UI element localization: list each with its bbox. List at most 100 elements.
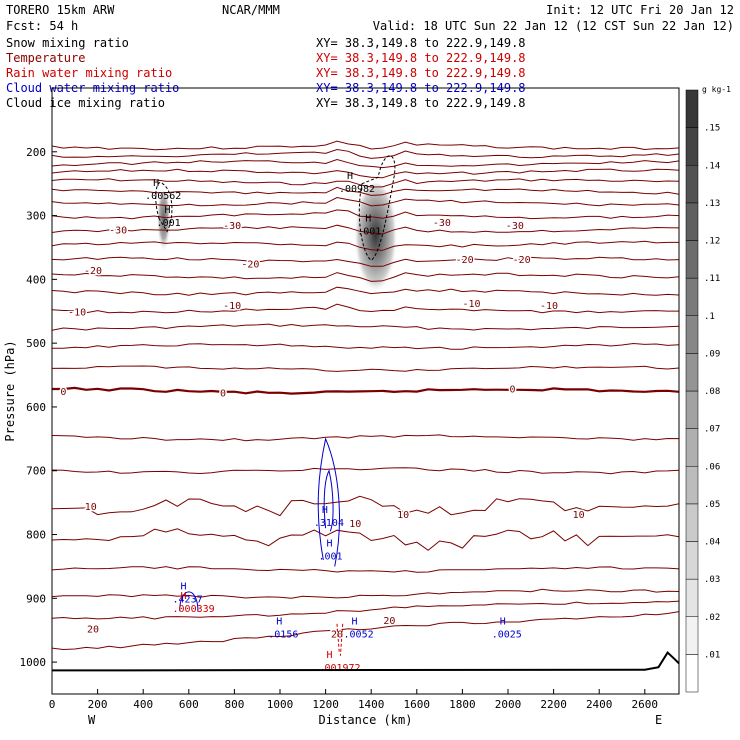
init-time: Init: 12 UTC Fri 20 Jan 12	[546, 3, 734, 17]
x-tick-label: 1000	[267, 698, 294, 711]
field-label-cloud-ice: Cloud ice mixing ratio	[6, 96, 165, 110]
cloud-contours	[155, 155, 396, 656]
terrain-line	[51, 650, 680, 672]
colorbar-tick-label: .14	[704, 161, 720, 171]
plot-frame	[51, 87, 680, 695]
colorbar-cell	[685, 390, 699, 429]
maximum-marker: H	[181, 581, 187, 592]
maximum-value: .0156	[268, 629, 298, 640]
isotherm-line	[52, 323, 679, 331]
isotherm-label: -20	[513, 255, 531, 266]
field-list: Snow mixing ratio XY= 38.3,149.8 to 222.…	[6, 36, 526, 110]
colorbar-tick-label: .04	[704, 538, 720, 548]
maximum-marker: H	[165, 205, 171, 216]
colorbar-unit: g kg-1	[702, 85, 731, 94]
x-tick-label: 600	[179, 698, 199, 711]
y-tick-label: 300	[26, 210, 46, 223]
isotherm-label: 20	[383, 616, 395, 627]
isotherm-line	[52, 303, 679, 314]
isotherm-line	[52, 196, 679, 207]
cloud-water-contour-inner	[323, 469, 334, 532]
x-tick-label: 1600	[404, 698, 431, 711]
isotherm-label: 0	[60, 387, 66, 398]
isotherm-label: 10	[397, 510, 409, 521]
colorbar-cell	[685, 165, 699, 204]
y-tick-label: 500	[26, 337, 46, 350]
valid-time: Valid: 18 UTC Sun 22 Jan 12 (12 CST Sun …	[373, 19, 734, 33]
maximum-value: .00982	[339, 184, 375, 195]
y-tick-label: 600	[26, 401, 46, 414]
isotherm-line	[52, 588, 679, 599]
model-title: TORERO 15km ARW	[6, 3, 115, 17]
isotherm-line	[52, 140, 679, 151]
maximum-marker: H	[326, 539, 332, 550]
isotherm-label: -20	[456, 255, 474, 266]
x-tick-label: 2600	[632, 698, 659, 711]
isotherm-label: 10	[349, 519, 361, 530]
x-tick-label: 800	[224, 698, 244, 711]
maximum-value: .4237	[173, 594, 203, 605]
x-tick-label: 0	[49, 698, 56, 711]
colorbar-tick-label: .07	[704, 425, 720, 435]
isotherm-label: -30	[433, 218, 451, 229]
isotherm-line	[52, 434, 679, 442]
x-tick-label: 400	[133, 698, 153, 711]
colorbar-tick-label: .15	[704, 124, 720, 134]
maximum-value: .00562	[145, 191, 181, 202]
y-tick-label: 800	[26, 529, 46, 542]
isotherm-line	[52, 178, 679, 188]
isotherm-label: -10	[68, 307, 86, 318]
y-tick-label: 1000	[20, 656, 47, 669]
colorbar-tick-label: .1	[704, 312, 715, 322]
isotherm-line	[52, 224, 679, 235]
x-tick-label: 2200	[540, 698, 567, 711]
colorbar-cell	[685, 654, 699, 693]
colorbar-cell	[685, 428, 699, 467]
field-label-temperature: Temperature	[6, 51, 85, 65]
rain-contour	[336, 623, 344, 656]
colorbar-cell	[685, 315, 699, 354]
isotherm-label: 10	[573, 510, 585, 521]
maximum-value: .0052	[344, 629, 374, 640]
colorbar-tick-label: .06	[704, 462, 720, 472]
isotherm-line	[52, 495, 679, 517]
isotherm-line	[52, 286, 679, 296]
isotherm-line	[52, 272, 679, 282]
colorbar-tick-label: .05	[704, 500, 720, 510]
colorbar-tick-label: .09	[704, 349, 720, 359]
isotherm-label: 20	[331, 629, 343, 640]
x-tick-label: 200	[88, 698, 108, 711]
colorbar-cell	[685, 89, 699, 128]
maximum-marker: H	[181, 591, 187, 602]
ice-contour-central	[358, 155, 396, 261]
maximum-value: .001	[318, 552, 342, 563]
y-tick-label: 200	[26, 146, 46, 159]
colorbar-cell	[685, 353, 699, 392]
x-tick-label: 1400	[358, 698, 385, 711]
isotherm-line	[52, 209, 679, 220]
x-tick-label: 1800	[449, 698, 476, 711]
colorbar-cell	[685, 277, 699, 316]
isotherm-label: 10	[85, 502, 97, 513]
axes: 0 200 400 600 800 1000 1200 1400 1600 1800 2000 220…	[3, 87, 680, 727]
maximum-value: .001972	[318, 663, 360, 674]
snow-plume-central	[353, 183, 398, 300]
isotherm-line	[52, 600, 679, 620]
colorbar-cell	[685, 503, 699, 542]
maximum-marker: H	[326, 650, 332, 661]
isotherm-label: -10	[462, 299, 480, 310]
colorbar-tick-label: .03	[704, 575, 720, 585]
isotherm-line	[52, 256, 679, 267]
maximum-value: .000339	[173, 604, 215, 615]
colorbar-tick-label: .02	[704, 613, 720, 623]
isotherm-line	[52, 365, 679, 372]
maximum-value: .0025	[492, 629, 522, 640]
isotherm-label: 20	[87, 624, 99, 635]
colorbar-cell	[685, 202, 699, 241]
maximum-marker: H	[500, 616, 506, 627]
colorbar-cell	[685, 578, 699, 617]
field-xy-temperature: XY= 38.3,149.8 to 222.9,149.8	[316, 51, 526, 65]
maximum-marker: H	[365, 213, 371, 224]
isotherm-label: -20	[241, 259, 259, 270]
